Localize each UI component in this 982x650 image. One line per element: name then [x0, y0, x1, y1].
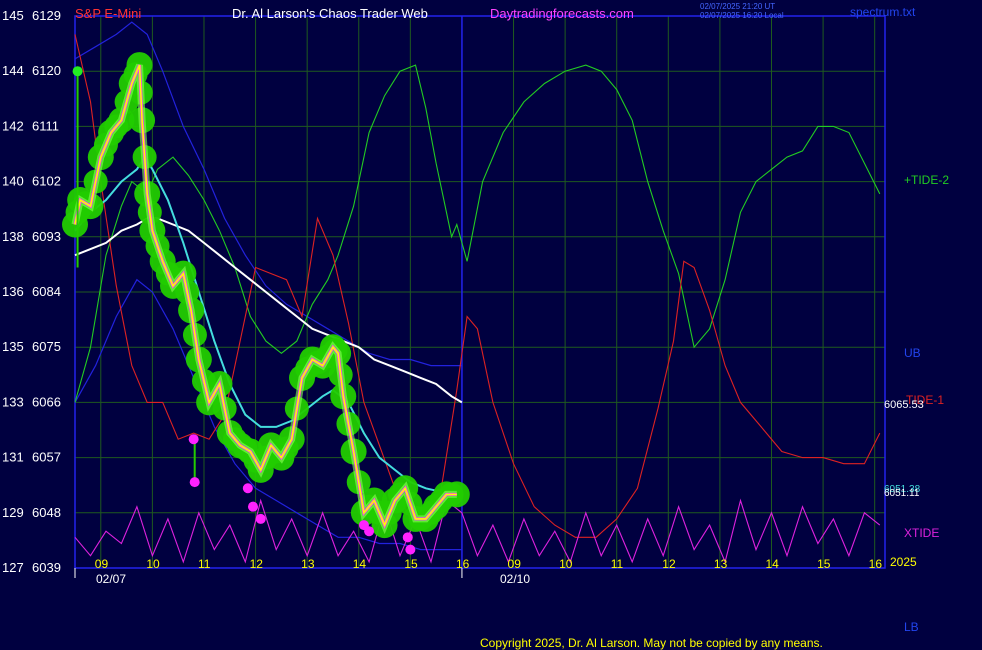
lb-label: LB [904, 620, 919, 634]
slow-ma-value: 6051.11 [884, 488, 920, 499]
y-tick-outer: 136 [2, 284, 24, 299]
xtide-line [74, 498, 881, 564]
y-tick-outer: 131 [2, 450, 24, 465]
timestamp-ut: 02/07/2025 21:20 UT [700, 2, 775, 11]
ub-label: UB [904, 346, 921, 360]
date-label-1: 02/07 [96, 572, 126, 586]
y-tick-inner: 6102 [32, 174, 61, 189]
x-tick-label: 15 [404, 557, 418, 571]
y-tick-inner: 6048 [32, 505, 61, 520]
copyright-notice: Copyright 2025, Dr. Al Larson. May not b… [480, 636, 823, 650]
x-tick-label: 13 [714, 557, 728, 571]
y-tick-inner: 6093 [32, 229, 61, 244]
turn-marker [405, 544, 416, 555]
x-tick-label: 09 [508, 557, 522, 571]
fast-ma-value: 6051.38 [884, 484, 921, 495]
y-tick-outer: 135 [2, 339, 24, 354]
x-tick-label: 10 [559, 557, 573, 571]
xtide-label: XTIDE [904, 526, 939, 540]
x-tick-label: 14 [353, 557, 367, 571]
tide1-value: 6065.53 [884, 399, 924, 411]
y-tick-outer: 140 [2, 174, 24, 189]
turn-marker [255, 513, 266, 524]
x-tick-label: 13 [301, 557, 315, 571]
x-tick-label: 14 [765, 557, 779, 571]
x-tick-label: 12 [250, 557, 264, 571]
x-tick-label: 12 [662, 557, 676, 571]
turn-marker [364, 526, 375, 537]
y-tick-outer: 144 [2, 63, 24, 78]
y-tick-inner: 6084 [32, 284, 61, 299]
y-tick-inner: 6111 [32, 118, 59, 133]
x-tick-label: 16 [456, 557, 470, 571]
timestamp-local: 02/07/2025 16:20 Local [700, 11, 784, 20]
turn-marker [402, 532, 413, 543]
turn-marker [242, 483, 253, 494]
x-tick-label: 11 [611, 557, 624, 571]
x-tick-label: 09 [95, 557, 109, 571]
y-tick-inner: 6039 [32, 560, 61, 575]
y-tick-inner: 6075 [32, 339, 61, 354]
chart-title: Dr. Al Larson's Chaos Trader Web [232, 6, 428, 21]
tide1-label: TIDE-1 [906, 393, 944, 407]
tide2-line [74, 64, 881, 403]
y-tick-inner: 6066 [32, 394, 61, 409]
tide-layer [74, 34, 881, 564]
y-tick-outer: 145 [2, 8, 24, 23]
marker-layer [72, 66, 416, 555]
x-tick-label: 11 [198, 557, 211, 571]
price-layer [62, 52, 470, 539]
filename-label: spectrum.txt [850, 5, 916, 19]
site-link[interactable]: Daytradingforecasts.com [490, 6, 634, 21]
instrument-label: S&P E-Mini [75, 6, 141, 21]
tide2-label: +TIDE-2 [904, 173, 949, 187]
upper-band-line [74, 21, 462, 367]
turn-marker [189, 477, 200, 488]
y-tick-inner: 6129 [32, 8, 61, 23]
y-tick-outer: 133 [2, 394, 24, 409]
turn-marker [188, 434, 199, 445]
y-tick-inner: 6120 [32, 63, 61, 78]
y-tick-outer: 142 [2, 118, 24, 133]
turn-marker [72, 66, 83, 77]
date-label-2: 02/10 [500, 572, 530, 586]
y-tick-outer: 127 [2, 560, 24, 575]
x-tick-label: 16 [869, 557, 883, 571]
y-tick-outer: 129 [2, 505, 24, 520]
price-line [74, 64, 457, 528]
year-label: 2025 [890, 555, 917, 569]
plot-frame [74, 15, 886, 569]
x-tick-label: 15 [817, 557, 831, 571]
label-layer: 145 6129 144 6120 142 6111 140 6102 138 6093 136 60… [2, 8, 882, 575]
turn-marker [247, 501, 258, 512]
y-tick-inner: 6057 [32, 450, 61, 465]
tide1-line [74, 34, 881, 538]
x-tick-label: 10 [146, 557, 160, 571]
y-tick-outer: 138 [2, 229, 24, 244]
slow-ma-line [74, 217, 463, 404]
